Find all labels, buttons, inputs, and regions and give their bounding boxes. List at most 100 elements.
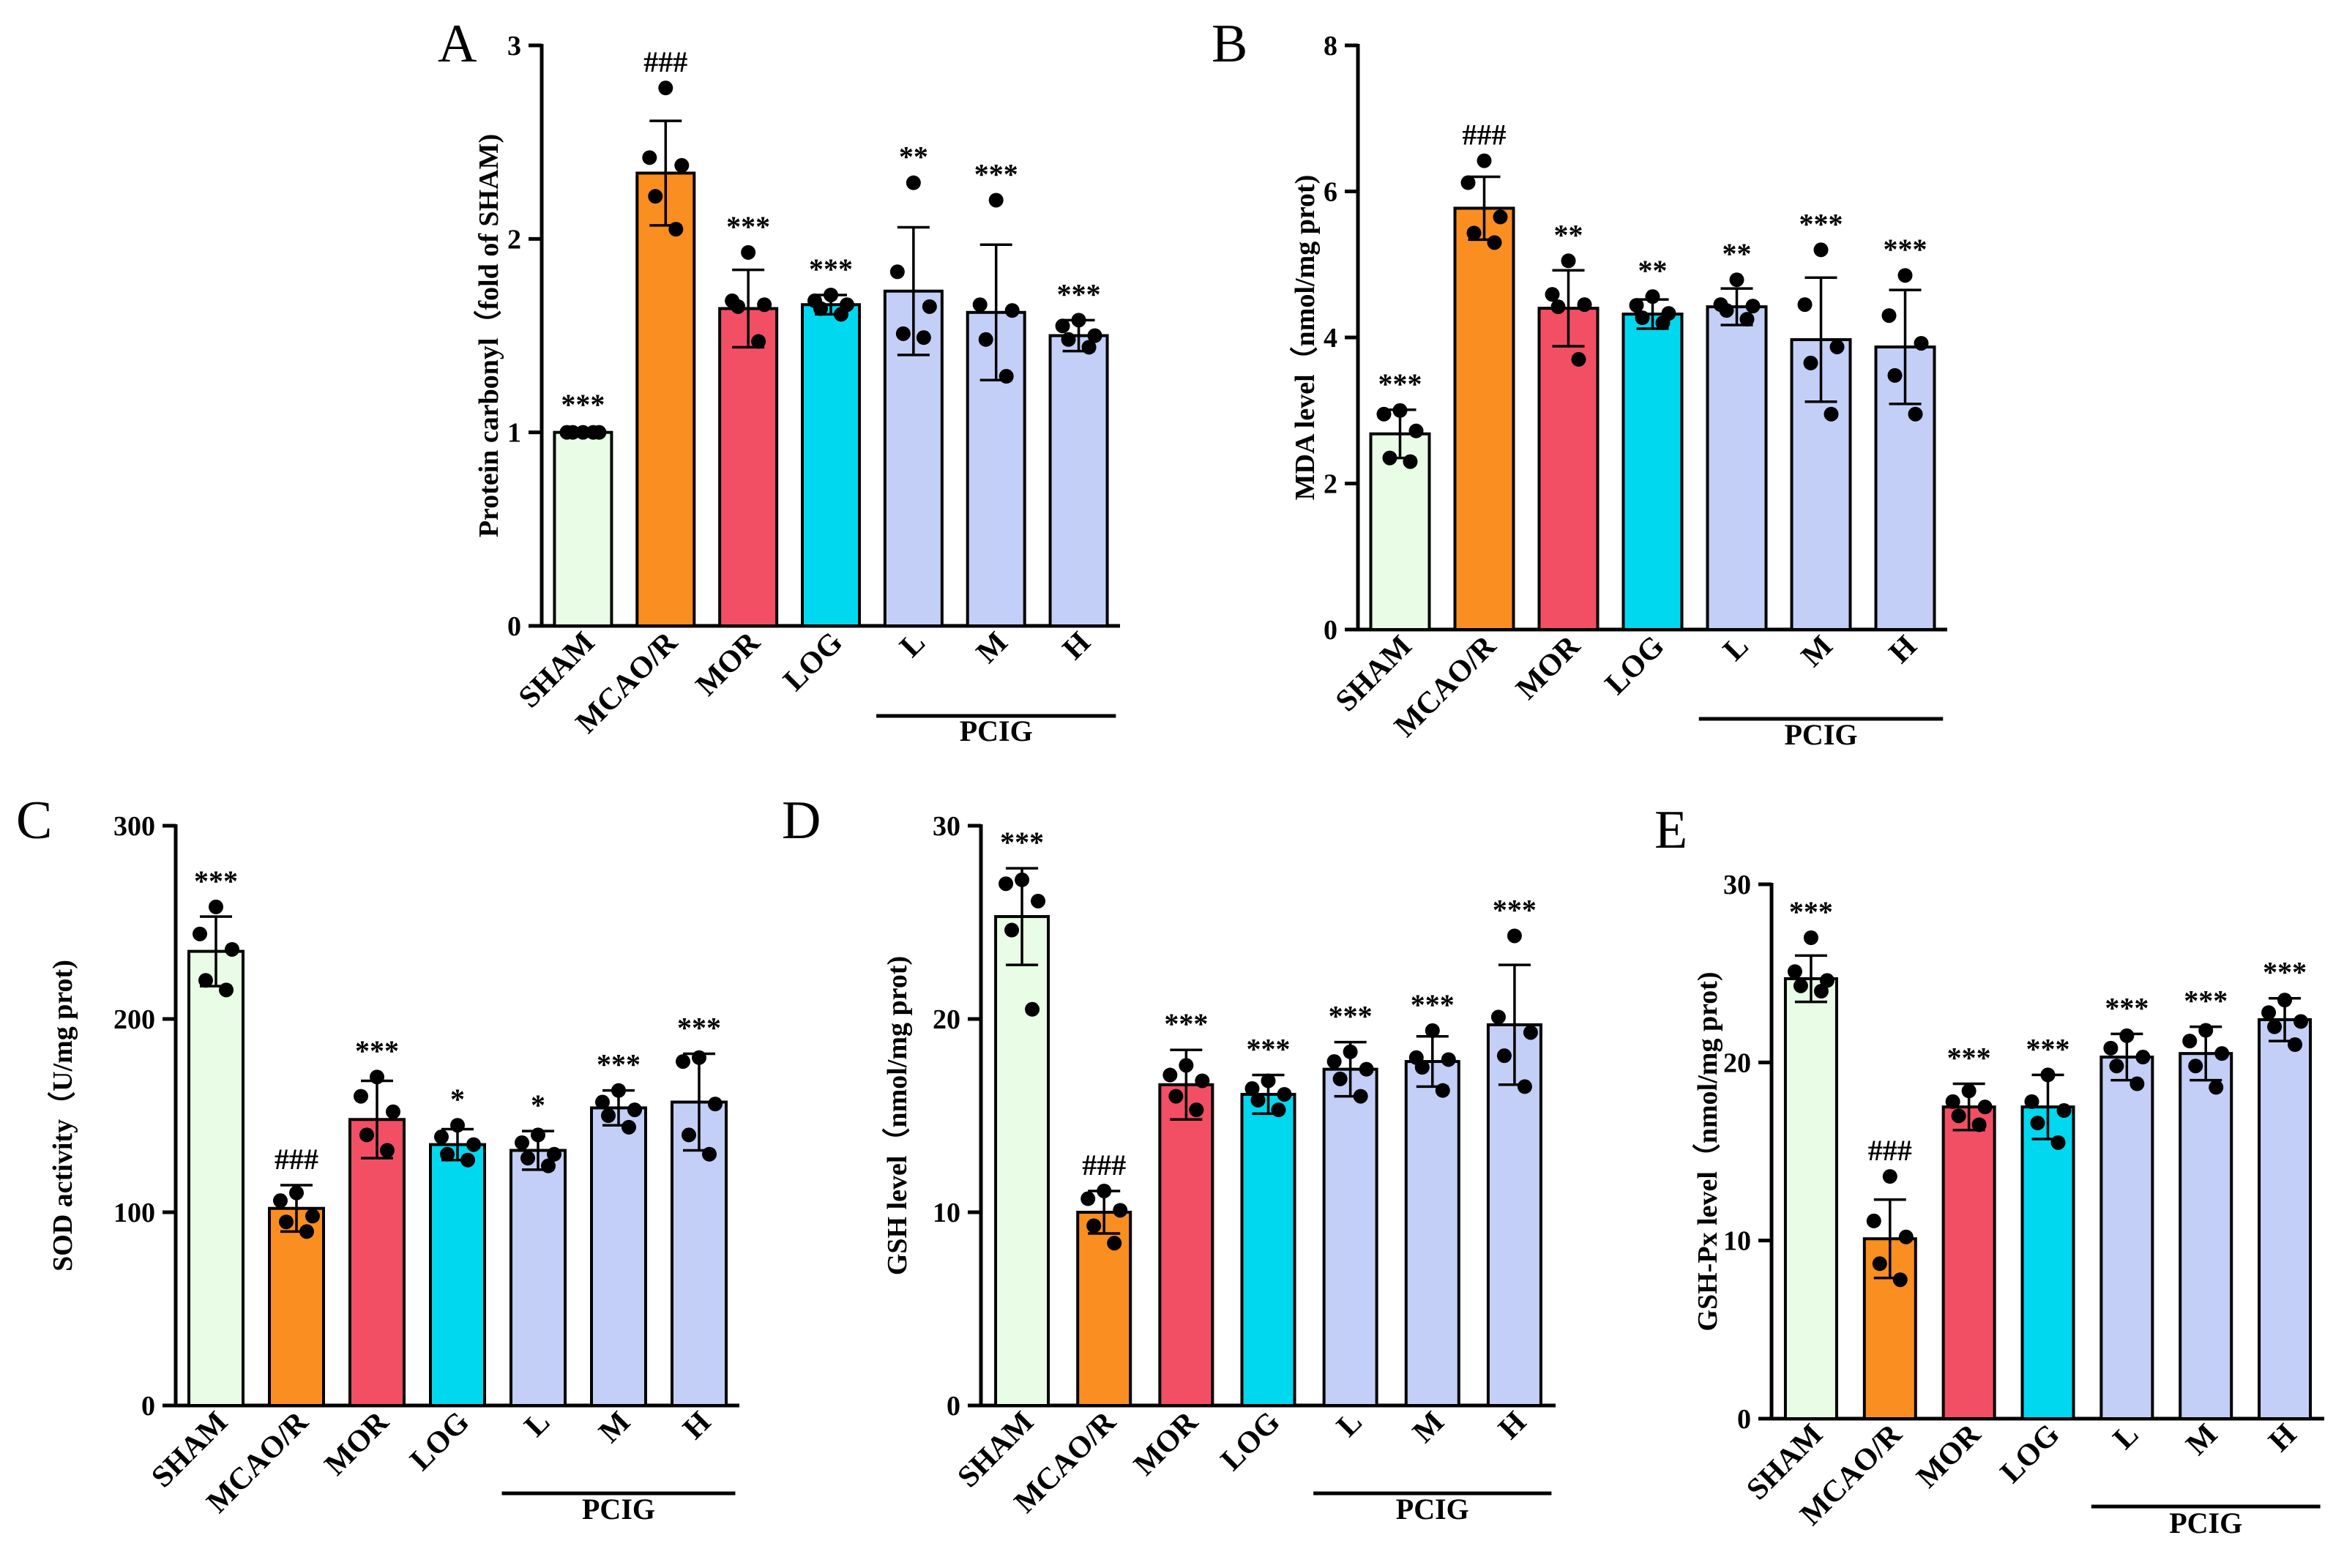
data-point bbox=[1004, 922, 1020, 938]
significance-label: *** bbox=[1247, 1033, 1291, 1066]
data-point bbox=[1872, 1256, 1887, 1272]
data-point bbox=[999, 876, 1014, 892]
y-tick-label: 30 bbox=[933, 811, 960, 842]
x-category-label: L bbox=[1717, 630, 1755, 668]
bar-mcao-r bbox=[1076, 1211, 1132, 1407]
data-point bbox=[575, 425, 591, 440]
data-point bbox=[1881, 308, 1897, 324]
panel-letter: D bbox=[782, 791, 821, 851]
data-point bbox=[299, 1224, 314, 1239]
data-point bbox=[515, 1135, 529, 1150]
y-tick-label: 0 bbox=[507, 611, 521, 642]
data-point bbox=[2277, 993, 2293, 1008]
data-point bbox=[731, 299, 746, 314]
bar-mor bbox=[1158, 1083, 1214, 1407]
data-point bbox=[1898, 1229, 1914, 1244]
data-point bbox=[1517, 1079, 1532, 1094]
y-tick-label: 0 bbox=[141, 1391, 155, 1422]
data-point bbox=[531, 1127, 545, 1143]
data-point bbox=[1376, 406, 1392, 422]
data-point bbox=[1523, 1025, 1538, 1040]
data-point bbox=[386, 1104, 400, 1119]
data-point bbox=[2209, 1080, 2224, 1095]
significance-label: ** bbox=[1638, 254, 1668, 287]
data-point bbox=[219, 982, 234, 998]
y-tick-label: 10 bbox=[933, 1198, 960, 1228]
x-category-label: M bbox=[593, 1405, 638, 1450]
bar-log bbox=[1240, 1092, 1296, 1407]
data-point bbox=[1793, 978, 1808, 993]
data-point bbox=[978, 332, 993, 347]
significance-label: *** bbox=[1000, 826, 1044, 859]
data-point bbox=[1496, 1048, 1512, 1064]
data-point bbox=[1261, 1073, 1276, 1089]
panel-letter: C bbox=[16, 791, 52, 851]
x-category-label: L bbox=[518, 1405, 556, 1444]
data-point bbox=[916, 330, 931, 346]
y-tick-label: 0 bbox=[947, 1391, 960, 1422]
data-point bbox=[751, 334, 766, 349]
data-point bbox=[460, 1152, 475, 1168]
data-point bbox=[1866, 1213, 1881, 1228]
data-point bbox=[1897, 268, 1913, 283]
x-category-label: LOG bbox=[1599, 630, 1671, 702]
data-point bbox=[1004, 303, 1020, 318]
y-tick-label: 2 bbox=[1324, 469, 1337, 500]
x-category-label: MOR bbox=[1127, 1405, 1205, 1482]
significance-label: *** bbox=[355, 1034, 399, 1067]
data-point bbox=[1882, 1169, 1897, 1184]
data-point bbox=[1087, 328, 1102, 343]
group-label-pcig: PCIG bbox=[960, 714, 1033, 747]
data-point bbox=[757, 297, 772, 313]
data-point bbox=[2050, 1135, 2066, 1150]
data-point bbox=[1813, 984, 1829, 998]
panel-letter: B bbox=[1212, 14, 1247, 74]
data-point bbox=[1382, 450, 1397, 466]
significance-label: ### bbox=[643, 45, 687, 78]
significance-label: *** bbox=[2263, 956, 2307, 989]
significance-label: *** bbox=[1799, 207, 1843, 240]
data-point bbox=[1571, 351, 1586, 367]
y-tick-label: 10 bbox=[1723, 1226, 1751, 1257]
significance-label: *** bbox=[1884, 233, 1927, 266]
data-point bbox=[2261, 1005, 2277, 1020]
data-point bbox=[708, 1097, 723, 1112]
data-point bbox=[1414, 1060, 1430, 1075]
data-point bbox=[1739, 312, 1755, 327]
data-point bbox=[1829, 339, 1845, 354]
bar-h bbox=[1048, 334, 1109, 627]
data-point bbox=[2040, 1067, 2056, 1083]
data-point bbox=[1244, 1081, 1260, 1097]
data-point bbox=[1797, 297, 1813, 313]
data-point bbox=[1113, 1203, 1128, 1218]
data-point bbox=[1031, 893, 1046, 908]
data-point bbox=[1550, 299, 1566, 315]
data-point bbox=[1803, 930, 1818, 945]
data-point bbox=[279, 1214, 294, 1230]
y-tick-label: 200 bbox=[113, 1004, 155, 1035]
data-point bbox=[702, 1146, 717, 1162]
significance-label: *** bbox=[1493, 893, 1537, 926]
data-point bbox=[1277, 1086, 1292, 1102]
data-point bbox=[1745, 299, 1761, 314]
data-point bbox=[273, 1193, 288, 1209]
data-point bbox=[1162, 1067, 1178, 1083]
data-point bbox=[1353, 1089, 1368, 1104]
data-point bbox=[1729, 272, 1744, 288]
data-point bbox=[520, 1151, 535, 1166]
data-point bbox=[2109, 1059, 2124, 1074]
data-point bbox=[1466, 225, 1482, 241]
data-point bbox=[895, 326, 911, 341]
bar-mor bbox=[1537, 307, 1600, 631]
significance-label: *** bbox=[1411, 988, 1455, 1021]
data-point bbox=[627, 1102, 642, 1118]
x-category-label: H bbox=[676, 1405, 717, 1446]
data-point bbox=[1561, 253, 1576, 269]
data-point bbox=[1441, 1052, 1456, 1067]
panel-letter: A bbox=[438, 14, 477, 74]
data-point bbox=[2293, 1014, 2309, 1029]
group-label-pcig: PCIG bbox=[1396, 1493, 1469, 1526]
significance-label: *** bbox=[1947, 1042, 1991, 1075]
